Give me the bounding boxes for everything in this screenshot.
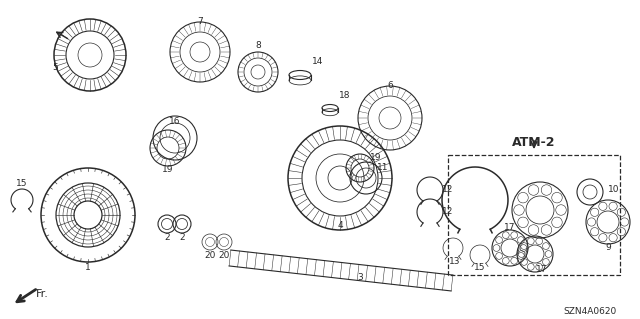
Text: 13: 13 [449,257,461,266]
Text: 3: 3 [357,273,363,283]
Text: 20: 20 [218,250,230,259]
Text: 19: 19 [163,166,173,174]
Text: 16: 16 [169,117,180,127]
Text: 5: 5 [52,63,58,72]
Text: 15: 15 [16,179,28,188]
Text: 2: 2 [164,234,170,242]
Text: 8: 8 [255,41,261,50]
Text: SZN4A0620: SZN4A0620 [563,308,616,316]
Text: 1: 1 [85,263,91,272]
Text: 19: 19 [371,152,381,161]
Text: 20: 20 [204,250,216,259]
Text: 9: 9 [605,243,611,253]
Text: 11: 11 [377,164,388,173]
Text: 12: 12 [442,186,454,195]
Bar [448,155,620,275]
Text: 7: 7 [197,18,203,26]
Text: 17: 17 [504,224,516,233]
Text: 15: 15 [474,263,486,272]
Text: 4: 4 [337,220,343,229]
Text: Fr.: Fr. [36,289,49,299]
Text: 10: 10 [608,186,620,195]
Text: 2: 2 [179,234,185,242]
Text: ATM-2: ATM-2 [512,136,556,149]
Text: 18: 18 [339,92,351,100]
Text: 14: 14 [312,57,324,66]
Text: 6: 6 [387,81,393,91]
Text: 12: 12 [442,207,454,217]
Text: 17: 17 [536,265,548,275]
